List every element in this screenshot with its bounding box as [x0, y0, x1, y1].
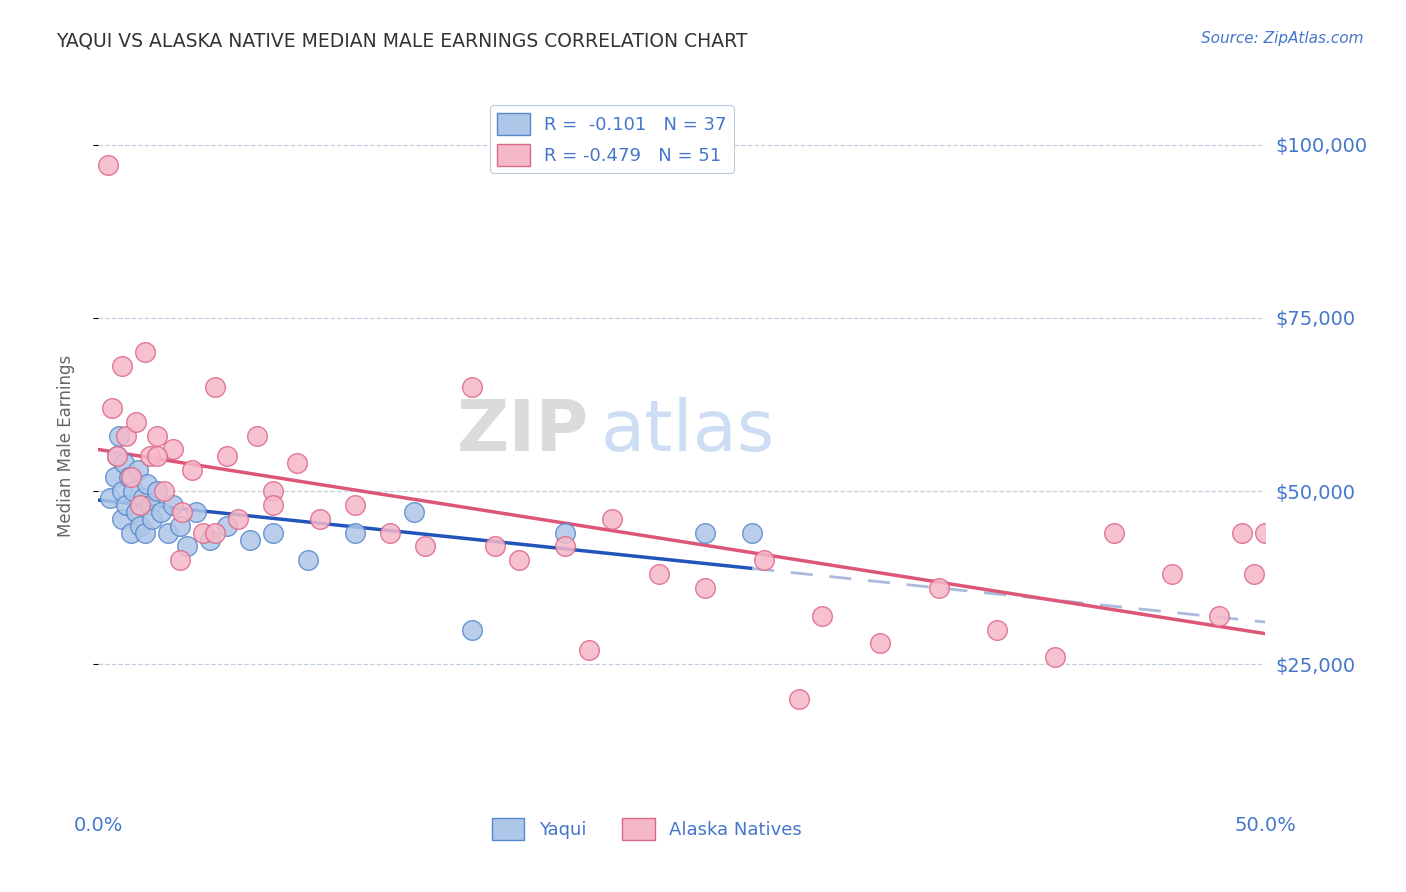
Point [554, 525, 576, 540]
Point [132, 491, 155, 505]
Point [600, 512, 623, 526]
Point [122, 483, 145, 498]
Text: YAQUI VS ALASKA NATIVE MEDIAN MALE EARNINGS CORRELATION CHART: YAQUI VS ALASKA NATIVE MEDIAN MALE EARNI… [56, 31, 748, 50]
Point [125, 415, 148, 429]
Point [169, 518, 191, 533]
Point [146, 428, 169, 442]
Point [297, 553, 319, 567]
Point [150, 505, 173, 519]
Point [811, 608, 834, 623]
Point [1102, 525, 1125, 540]
Point [380, 525, 402, 540]
Point [120, 525, 142, 540]
Text: Source: ZipAtlas.com: Source: ZipAtlas.com [1201, 31, 1364, 46]
Point [285, 456, 308, 470]
Point [101, 401, 124, 415]
Point [118, 470, 141, 484]
Point [246, 428, 269, 442]
Y-axis label: Median Male Earnings: Median Male Earnings [56, 355, 75, 537]
Point [139, 498, 162, 512]
Point [169, 553, 191, 567]
Point [125, 505, 148, 519]
Point [413, 540, 436, 554]
Point [105, 450, 128, 464]
Point [157, 525, 180, 540]
Text: atlas: atlas [600, 397, 775, 467]
Point [180, 463, 202, 477]
Point [104, 470, 127, 484]
Point [461, 380, 484, 394]
Point [146, 483, 169, 498]
Point [162, 442, 184, 457]
Point [120, 470, 142, 484]
Point [484, 540, 506, 554]
Point [152, 483, 174, 498]
Point [129, 518, 152, 533]
Point [112, 456, 135, 470]
Point [215, 450, 238, 464]
Point [1254, 525, 1277, 540]
Point [127, 463, 149, 477]
Point [928, 581, 950, 595]
Point [139, 450, 162, 464]
Point [344, 525, 367, 540]
Point [204, 380, 226, 394]
Point [402, 505, 425, 519]
Point [186, 505, 208, 519]
Point [1208, 608, 1230, 623]
Point [111, 512, 134, 526]
Point [741, 525, 763, 540]
Point [97, 158, 120, 172]
Point [193, 525, 215, 540]
Point [129, 498, 152, 512]
Point [578, 643, 600, 657]
Point [695, 525, 717, 540]
Point [111, 483, 134, 498]
Point [344, 498, 367, 512]
Point [108, 428, 131, 442]
Point [262, 498, 284, 512]
Point [105, 450, 128, 464]
Point [647, 567, 669, 582]
Point [141, 512, 163, 526]
Legend: Yaqui, Alaska Natives: Yaqui, Alaska Natives [485, 811, 810, 847]
Point [309, 512, 332, 526]
Point [215, 518, 238, 533]
Point [508, 553, 530, 567]
Point [695, 581, 717, 595]
Point [136, 477, 159, 491]
Point [554, 540, 576, 554]
Point [461, 623, 484, 637]
Point [262, 483, 284, 498]
Point [115, 498, 138, 512]
Point [869, 636, 891, 650]
Point [172, 505, 194, 519]
Point [262, 525, 284, 540]
Point [986, 623, 1008, 637]
Point [134, 345, 156, 359]
Point [1243, 567, 1265, 582]
Point [1230, 525, 1253, 540]
Point [204, 525, 226, 540]
Text: ZIP: ZIP [457, 397, 589, 467]
Point [1161, 567, 1184, 582]
Point [111, 359, 134, 374]
Point [176, 540, 198, 554]
Point [162, 498, 184, 512]
Point [228, 512, 250, 526]
Point [1045, 650, 1067, 665]
Point [146, 450, 169, 464]
Point [787, 691, 810, 706]
Point [752, 553, 775, 567]
Point [200, 533, 222, 547]
Point [239, 533, 262, 547]
Point [134, 525, 156, 540]
Point [98, 491, 121, 505]
Point [115, 428, 138, 442]
